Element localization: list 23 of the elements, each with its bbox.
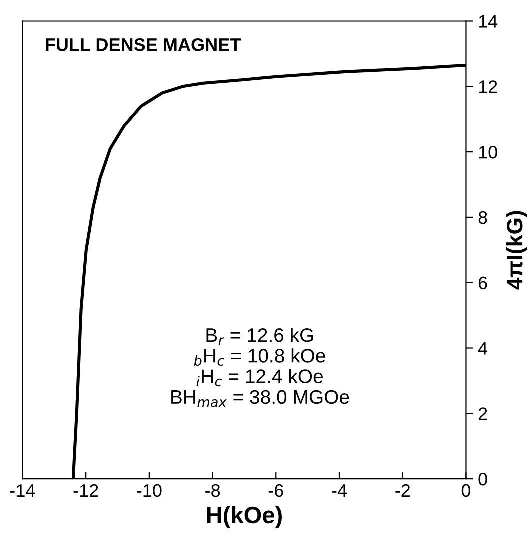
- x-tick-label: -6: [268, 484, 284, 498]
- y-tick-label: 2: [478, 408, 488, 420]
- x-tick-label: -8: [206, 484, 220, 498]
- x-tick-label: -12: [74, 484, 98, 497]
- annotation: $_{b}$H$_{c}$ = 10.8 kOe: [194, 348, 326, 366]
- y-tick-label: 0: [478, 472, 488, 486]
- y-tick-label: 6: [478, 276, 488, 290]
- y-tick-label: 8: [478, 211, 488, 224]
- x-tick-label: -14: [10, 484, 36, 497]
- text: FULL DENSE MAGNET: [46, 38, 241, 52]
- y-tick-label: 10: [479, 146, 498, 159]
- annotation: $_{i}$H$_{c}$ = 12.4 kOe: [196, 369, 323, 387]
- y-tick-label: 4: [478, 342, 488, 355]
- x-tick-label: -10: [137, 484, 162, 498]
- x-tick-label: 0: [462, 484, 471, 498]
- x-tick-label: -2: [396, 484, 410, 497]
- y-tick-label: 12: [479, 80, 498, 94]
- annotation: B$_{r}$ = 12.6 kG: [206, 328, 314, 346]
- annotation: BH$_{max}$ = 38.0 MGOe: [172, 390, 350, 408]
- x-axis-title: H(kOe): [207, 506, 282, 528]
- x-tick-label: -4: [332, 484, 348, 497]
- y-axis-title: 4πI(kG): [506, 211, 528, 290]
- y-tick-label: 14: [479, 15, 498, 28]
